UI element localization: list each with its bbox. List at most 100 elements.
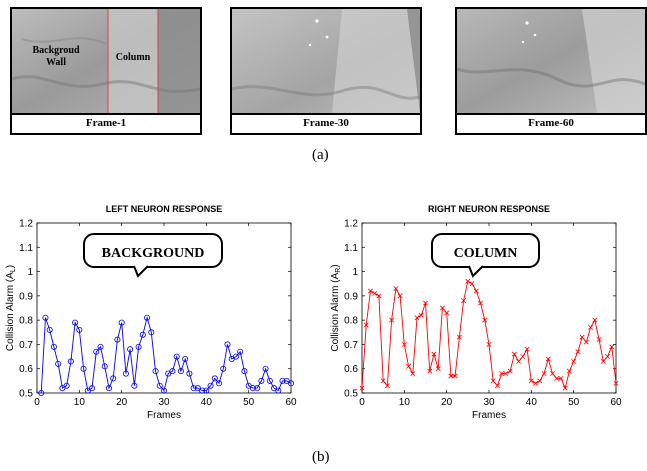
data-point bbox=[76, 326, 83, 333]
data-point bbox=[520, 354, 526, 360]
data-point bbox=[224, 341, 231, 348]
data-point bbox=[473, 288, 479, 294]
data-point bbox=[89, 385, 96, 392]
data-point bbox=[203, 387, 210, 394]
column-label: Column bbox=[115, 52, 151, 63]
data-point bbox=[427, 368, 433, 374]
frame-30-thumbnail: Frame-30 bbox=[230, 7, 422, 135]
data-point bbox=[122, 370, 129, 377]
data-point bbox=[566, 368, 572, 374]
data-point bbox=[439, 305, 445, 311]
data-point bbox=[38, 389, 45, 396]
data-point bbox=[494, 383, 500, 389]
annotation-callout: BACKGROUND bbox=[83, 233, 223, 278]
annotation-text: BACKGROUND bbox=[102, 246, 205, 261]
x-tick-label: 30 bbox=[483, 397, 495, 408]
frame-30-image bbox=[232, 9, 420, 113]
y-tick-label: 0.8 bbox=[344, 316, 358, 327]
y-tick-label: 0.5 bbox=[344, 389, 358, 400]
data-point bbox=[592, 317, 598, 323]
annotation-box bbox=[83, 233, 223, 268]
data-point bbox=[444, 310, 450, 316]
chart-title: LEFT NEURON RESPONSE bbox=[106, 204, 223, 214]
x-axis-label: Frames bbox=[472, 410, 506, 421]
x-tick-label: 50 bbox=[568, 397, 580, 408]
data-point bbox=[490, 378, 496, 384]
data-point bbox=[156, 382, 163, 389]
data-point bbox=[266, 377, 273, 384]
panel-label-a: (a) bbox=[312, 147, 329, 163]
data-point bbox=[406, 363, 412, 369]
data-point bbox=[613, 380, 619, 386]
data-point bbox=[199, 387, 206, 394]
data-point bbox=[190, 385, 197, 392]
data-point bbox=[528, 378, 534, 384]
data-point bbox=[249, 385, 256, 392]
annotation-callout: COLUMN bbox=[431, 233, 540, 278]
data-point bbox=[275, 387, 282, 394]
y-tick-label: 1 bbox=[27, 267, 33, 278]
data-point bbox=[423, 300, 428, 306]
data-point bbox=[207, 382, 214, 389]
data-point bbox=[554, 375, 560, 381]
data-point bbox=[93, 348, 100, 355]
background-wall-label: Backgroud Wall bbox=[32, 45, 80, 68]
x-tick-label: 0 bbox=[34, 397, 40, 408]
x-tick-label: 60 bbox=[285, 397, 297, 408]
data-point bbox=[287, 380, 294, 387]
right-neuron-chart: RIGHT NEURON RESPONSE 0.5 0.6 0.7 0.8 0.9 1 1.1… bbox=[330, 204, 622, 421]
data-point bbox=[478, 300, 484, 306]
data-point bbox=[50, 343, 57, 350]
data-point bbox=[135, 343, 142, 350]
data-point bbox=[401, 341, 407, 347]
x-tick-label: 20 bbox=[441, 397, 453, 408]
data-point bbox=[418, 312, 424, 318]
frame-1-scene bbox=[12, 9, 200, 113]
y-tick-label: 1.1 bbox=[344, 243, 358, 254]
data-point bbox=[131, 382, 138, 389]
data-point bbox=[550, 371, 555, 377]
x-tick-label: 50 bbox=[243, 397, 255, 408]
data-point bbox=[389, 317, 395, 323]
annotation-pointer bbox=[133, 265, 149, 278]
data-point bbox=[216, 380, 223, 387]
data-point bbox=[46, 326, 53, 333]
series-line bbox=[40, 315, 292, 394]
left-neuron-chart: LEFT NEURON RESPONSE 0.5 0.6 0.7 0.8 0.9 1 1.1 1… bbox=[5, 204, 297, 421]
data-point bbox=[127, 346, 134, 353]
frame-30-caption: Frame-30 bbox=[232, 113, 420, 133]
frame-1-thumbnail: Backgroud Wall Column Frame-1 bbox=[10, 7, 202, 135]
data-point bbox=[465, 278, 471, 284]
data-point bbox=[367, 288, 373, 294]
data-point bbox=[397, 293, 403, 299]
data-point bbox=[118, 319, 125, 326]
data-point bbox=[105, 385, 112, 392]
data-point bbox=[461, 298, 467, 304]
data-point bbox=[148, 329, 155, 336]
data-point bbox=[588, 324, 594, 330]
data-point bbox=[262, 365, 269, 372]
data-point bbox=[114, 336, 121, 343]
y-axis-label: Collision Alarm (AR) bbox=[330, 264, 342, 351]
data-point bbox=[393, 286, 399, 292]
frame-1-caption: Frame-1 bbox=[12, 113, 200, 133]
y-tick-label: 1.1 bbox=[19, 243, 33, 254]
data-point bbox=[456, 334, 462, 340]
frame-30-scene bbox=[232, 9, 420, 113]
data-point bbox=[499, 371, 505, 377]
data-point bbox=[376, 293, 382, 299]
data-point bbox=[596, 337, 602, 343]
data-point bbox=[63, 382, 70, 389]
data-point bbox=[279, 377, 286, 384]
data-point bbox=[431, 351, 437, 357]
annotation-box bbox=[431, 233, 540, 268]
data-point bbox=[177, 368, 184, 375]
y-tick-label: 0.6 bbox=[344, 364, 358, 375]
frame-60-image bbox=[457, 9, 645, 113]
data-point bbox=[482, 317, 488, 323]
data-point bbox=[524, 346, 530, 352]
data-point bbox=[80, 365, 87, 372]
data-point bbox=[220, 365, 227, 372]
y-tick-label: 0.9 bbox=[344, 291, 358, 302]
chart-title: RIGHT NEURON RESPONSE bbox=[428, 204, 550, 214]
